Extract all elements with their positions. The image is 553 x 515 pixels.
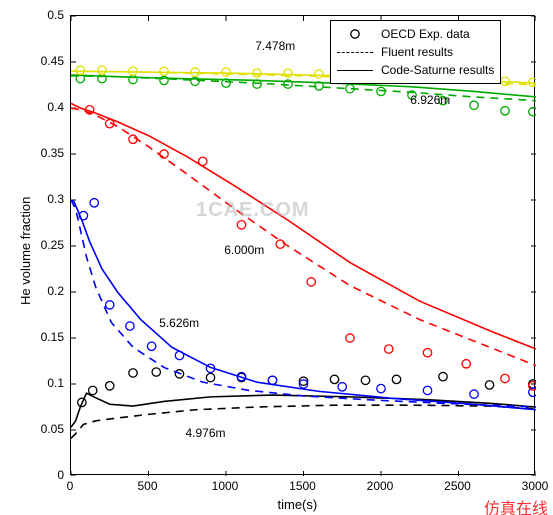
legend-label: OECD Exp. data: [381, 27, 470, 41]
x-axis-label: time(s): [278, 497, 318, 512]
y-tick-label: 0.4: [2, 100, 64, 114]
x-tick-label: 2500: [444, 479, 471, 493]
y-tick-label: 0: [2, 468, 64, 482]
x-tick-label: 1500: [289, 479, 316, 493]
watermark-corner: 仿真在线: [484, 495, 548, 515]
chart-annotation: 7.478m: [255, 39, 295, 53]
legend-swatch: [337, 27, 373, 41]
legend-item: Fluent results: [337, 43, 494, 61]
y-tick-label: 0.05: [2, 422, 64, 436]
y-tick-label: 0.45: [2, 54, 64, 68]
legend-swatch: [337, 63, 373, 77]
y-tick-label: 0.1: [2, 376, 64, 390]
legend-label: Fluent results: [381, 45, 453, 59]
x-tick-label: 3000: [522, 479, 549, 493]
legend-label: Code-Saturne results: [381, 63, 494, 77]
chart-plot-area: [70, 15, 535, 475]
chart-annotation: 6.000m: [224, 243, 264, 257]
legend-swatch: [337, 45, 373, 59]
x-tick-label: 2000: [367, 479, 394, 493]
y-tick-label: 0.2: [2, 284, 64, 298]
x-tick-label: 0: [67, 479, 74, 493]
chart-legend: OECD Exp. data Fluent results Code-Saturne…: [330, 20, 501, 84]
y-tick-label: 0.25: [2, 238, 64, 252]
legend-item: OECD Exp. data: [337, 25, 494, 43]
chart-annotation: 4.976m: [186, 426, 226, 440]
x-tick-label: 1000: [212, 479, 239, 493]
y-tick-label: 0.15: [2, 330, 64, 344]
x-tick-labels: 050010001500200025003000: [70, 479, 535, 497]
legend-item: Code-Saturne results: [337, 61, 494, 79]
chart-svg: [71, 16, 536, 476]
y-axis-label: He volume fraction: [18, 197, 33, 305]
chart-annotation: 6.926m: [410, 93, 450, 107]
y-tick-label: 0.3: [2, 192, 64, 206]
x-tick-label: 500: [137, 479, 157, 493]
y-tick-label: 0.35: [2, 146, 64, 160]
y-tick-label: 0.5: [2, 8, 64, 22]
chart-annotation: 5.626m: [159, 316, 199, 330]
